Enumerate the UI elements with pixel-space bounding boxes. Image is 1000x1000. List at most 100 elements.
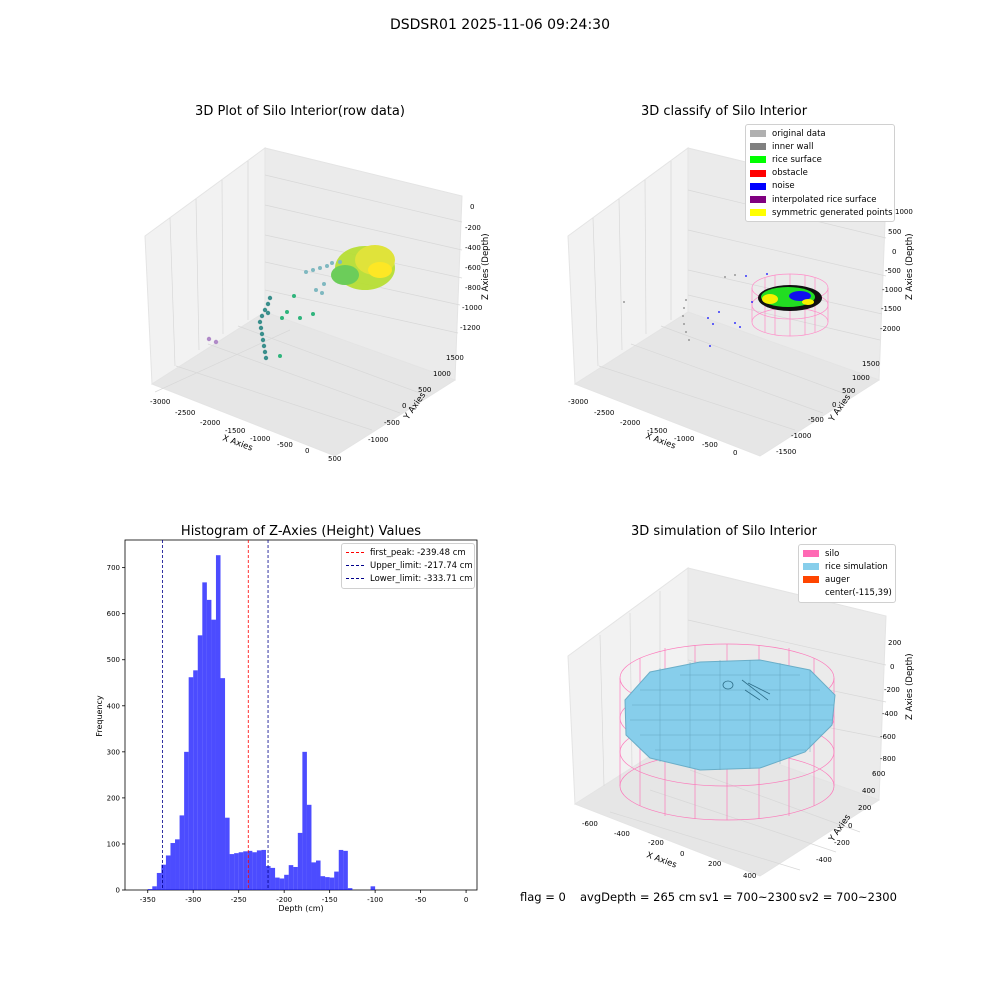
legend-label: first_peak: -239.48 cm <box>370 547 466 558</box>
histogram-ytick-label: 0 <box>116 887 120 895</box>
histogram-bar <box>156 872 162 890</box>
classify-rice-surface <box>758 285 822 311</box>
classify-ytick: 0 <box>832 401 836 409</box>
legend-swatch <box>750 143 766 151</box>
simulation-ztick: -400 <box>882 710 898 718</box>
legend-line <box>346 578 364 580</box>
histogram-bar <box>211 619 216 890</box>
histogram-bar <box>256 850 262 890</box>
raw-ztick: -800 <box>465 284 481 292</box>
raw-ytick: 1500 <box>446 354 464 362</box>
legend-item: Upper_limit: -217.74 cm <box>342 559 474 572</box>
histogram-bar <box>193 670 198 890</box>
histogram-ytick-label: 100 <box>107 840 120 848</box>
legend-item: silo <box>799 547 895 560</box>
legend-swatch <box>750 209 766 217</box>
histogram-yticks: 0 100 200 300 400 500 600 700 <box>107 564 125 895</box>
histogram-bar <box>329 877 335 890</box>
simulation-xtick: 400 <box>743 872 756 880</box>
raw-ztick: -1200 <box>460 324 480 332</box>
legend-item: center(-115,39) <box>799 587 895 600</box>
legend-swatch <box>750 156 766 164</box>
histogram-xtick-label: -300 <box>185 896 201 904</box>
classify-ztick: -1000 <box>882 286 902 294</box>
simulation-legend: silo rice simulation auger center(-115,3… <box>798 544 896 603</box>
legend-label: Upper_limit: -217.74 cm <box>370 560 473 571</box>
classify-ytick: -1000 <box>791 432 811 440</box>
histogram-xtick-label: -200 <box>276 896 292 904</box>
histogram-ylabel: Frequency <box>95 695 104 737</box>
histogram-bar <box>238 852 244 890</box>
histogram-bar <box>293 866 298 890</box>
histogram-bar <box>338 849 344 890</box>
classify-ytick: -500 <box>808 416 824 424</box>
simulation-ytick: -200 <box>834 839 850 847</box>
legend-label: center(-115,39) <box>825 588 892 599</box>
histogram-ytick-label: 700 <box>107 564 120 572</box>
raw-ytick: 0 <box>402 402 406 410</box>
legend-swatch <box>750 169 766 177</box>
legend-label: auger <box>825 574 850 585</box>
histogram-ytick-label: 400 <box>107 702 120 710</box>
histogram-bar <box>215 555 221 890</box>
legend-swatch <box>803 576 819 584</box>
histogram-bar <box>334 871 339 890</box>
raw-xtick: -1500 <box>225 427 245 435</box>
raw-ytick: -1000 <box>368 436 388 444</box>
legend-item: obstacle <box>746 167 894 180</box>
classify-xtick: -3000 <box>568 398 588 406</box>
histogram-bar <box>175 839 180 890</box>
histogram-bar <box>165 855 171 890</box>
simulation-xtick: -400 <box>614 830 630 838</box>
histogram-bar <box>311 862 317 890</box>
simulation-ztick: -200 <box>884 686 900 694</box>
classify-ztick: -1500 <box>881 305 901 313</box>
histogram-bar <box>184 751 189 890</box>
histogram-bar <box>265 866 271 890</box>
histogram-vlines <box>162 540 269 890</box>
legend-item: auger <box>799 573 895 586</box>
histogram-bar <box>161 864 166 890</box>
legend-label: silo <box>825 548 840 559</box>
raw-ztick: -400 <box>465 244 481 252</box>
histogram-bar <box>179 815 185 890</box>
histogram-ytick-label: 500 <box>107 656 120 664</box>
simulation-xtick: -200 <box>648 839 664 847</box>
legend-label: rice surface <box>772 154 822 165</box>
legend-item: noise <box>746 180 894 193</box>
classify-ytick: -1500 <box>776 448 796 456</box>
legend-label: rice simulation <box>825 561 888 572</box>
classify-ytick: 1000 <box>852 374 870 382</box>
raw-ztick: -600 <box>465 264 481 272</box>
histogram-xtick-label: 0 <box>464 896 468 904</box>
legend-swatch <box>803 550 819 558</box>
histogram-bar <box>320 876 326 890</box>
simulation-ztick: 0 <box>890 663 894 671</box>
simulation-xtick: -600 <box>582 820 598 828</box>
histogram-legend: first_peak: -239.48 cm Upper_limit: -217… <box>341 543 475 589</box>
legend-label: inner wall <box>772 141 814 152</box>
histogram-bar <box>220 678 226 890</box>
histogram-bar <box>202 582 207 890</box>
histogram-bar <box>279 878 285 890</box>
histogram-bar <box>302 751 307 890</box>
simulation-ytick: -400 <box>816 856 832 864</box>
legend-item: rice surface <box>746 153 894 166</box>
legend-item: inner wall <box>746 140 894 153</box>
legend-label: Lower_limit: -333.71 cm <box>370 573 473 584</box>
histogram-bar <box>243 851 248 890</box>
classify-legend: original data inner wall rice surface ob… <box>745 124 895 223</box>
histogram-bar <box>306 804 312 890</box>
raw-xtick: -3000 <box>150 398 170 406</box>
histogram-bar <box>152 886 157 890</box>
simulation-ytick: 0 <box>848 822 852 830</box>
histogram-xtick-label: -100 <box>367 896 383 904</box>
legend-label: interpolated rice surface <box>772 194 877 205</box>
classify-ytick: 500 <box>842 387 855 395</box>
simulation-xlabel: X Axies <box>645 850 678 870</box>
simulation-auger <box>722 679 771 701</box>
status-sv2: sv2 = 700~2300 <box>799 890 897 904</box>
raw-xtick: 0 <box>305 447 309 455</box>
raw-points <box>206 245 395 361</box>
